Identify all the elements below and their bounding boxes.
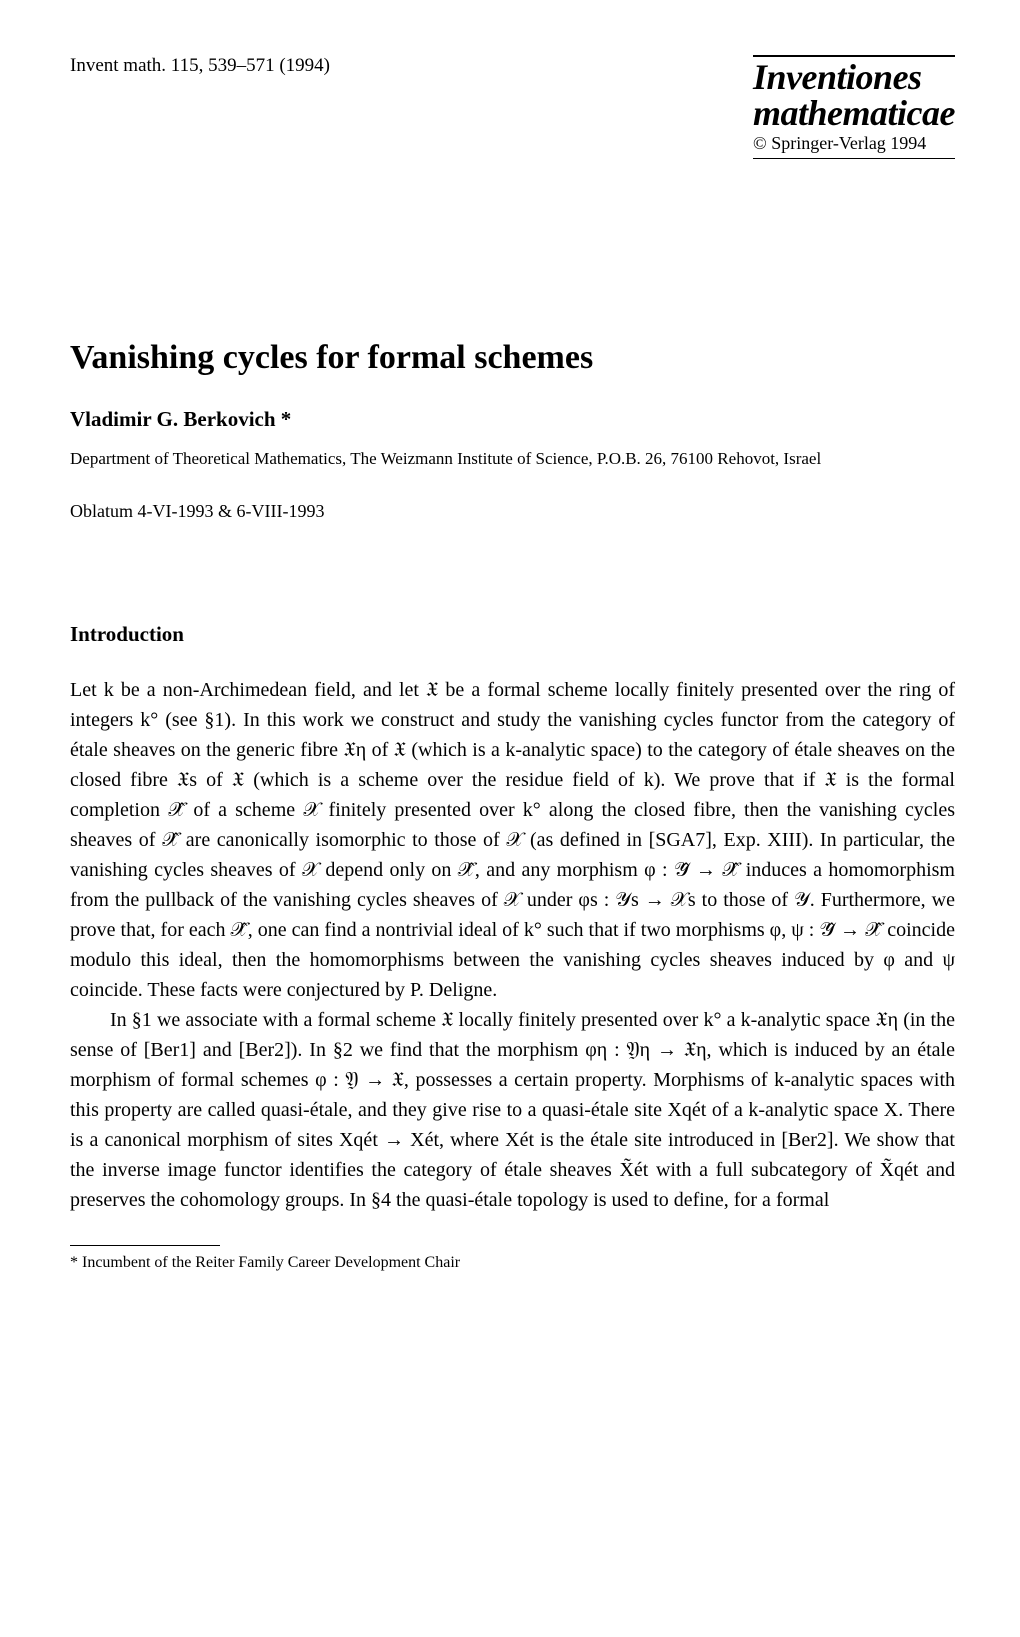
footnote-text: * Incumbent of the Reiter Family Career … bbox=[70, 1254, 955, 1272]
page-header: Invent math. 115, 539–571 (1994) Inventi… bbox=[70, 55, 955, 159]
submission-dates: Oblatum 4-VI-1993 & 6-VIII-1993 bbox=[70, 501, 955, 522]
footnote-separator bbox=[70, 1245, 220, 1246]
copyright-line: © Springer-Verlag 1994 bbox=[753, 133, 955, 154]
paragraph-2: In §1 we associate with a formal scheme … bbox=[70, 1005, 955, 1215]
author-name: Vladimir G. Berkovich * bbox=[70, 407, 955, 432]
citation: Invent math. 115, 539–571 (1994) bbox=[70, 55, 330, 77]
author-affiliation: Department of Theoretical Mathematics, T… bbox=[70, 447, 955, 471]
journal-info: Inventiones mathematicae © Springer-Verl… bbox=[753, 55, 955, 159]
page-container: Invent math. 115, 539–571 (1994) Inventi… bbox=[0, 0, 1020, 1312]
paragraph-1: Let k be a non-Archimedean field, and le… bbox=[70, 675, 955, 1005]
article-title: Vanishing cycles for formal schemes bbox=[70, 339, 955, 377]
journal-name-line1: Inventiones bbox=[753, 59, 955, 95]
journal-name-line2: mathematicae bbox=[753, 95, 955, 131]
body-text: Let k be a non-Archimedean field, and le… bbox=[70, 675, 955, 1215]
section-heading-introduction: Introduction bbox=[70, 622, 955, 647]
